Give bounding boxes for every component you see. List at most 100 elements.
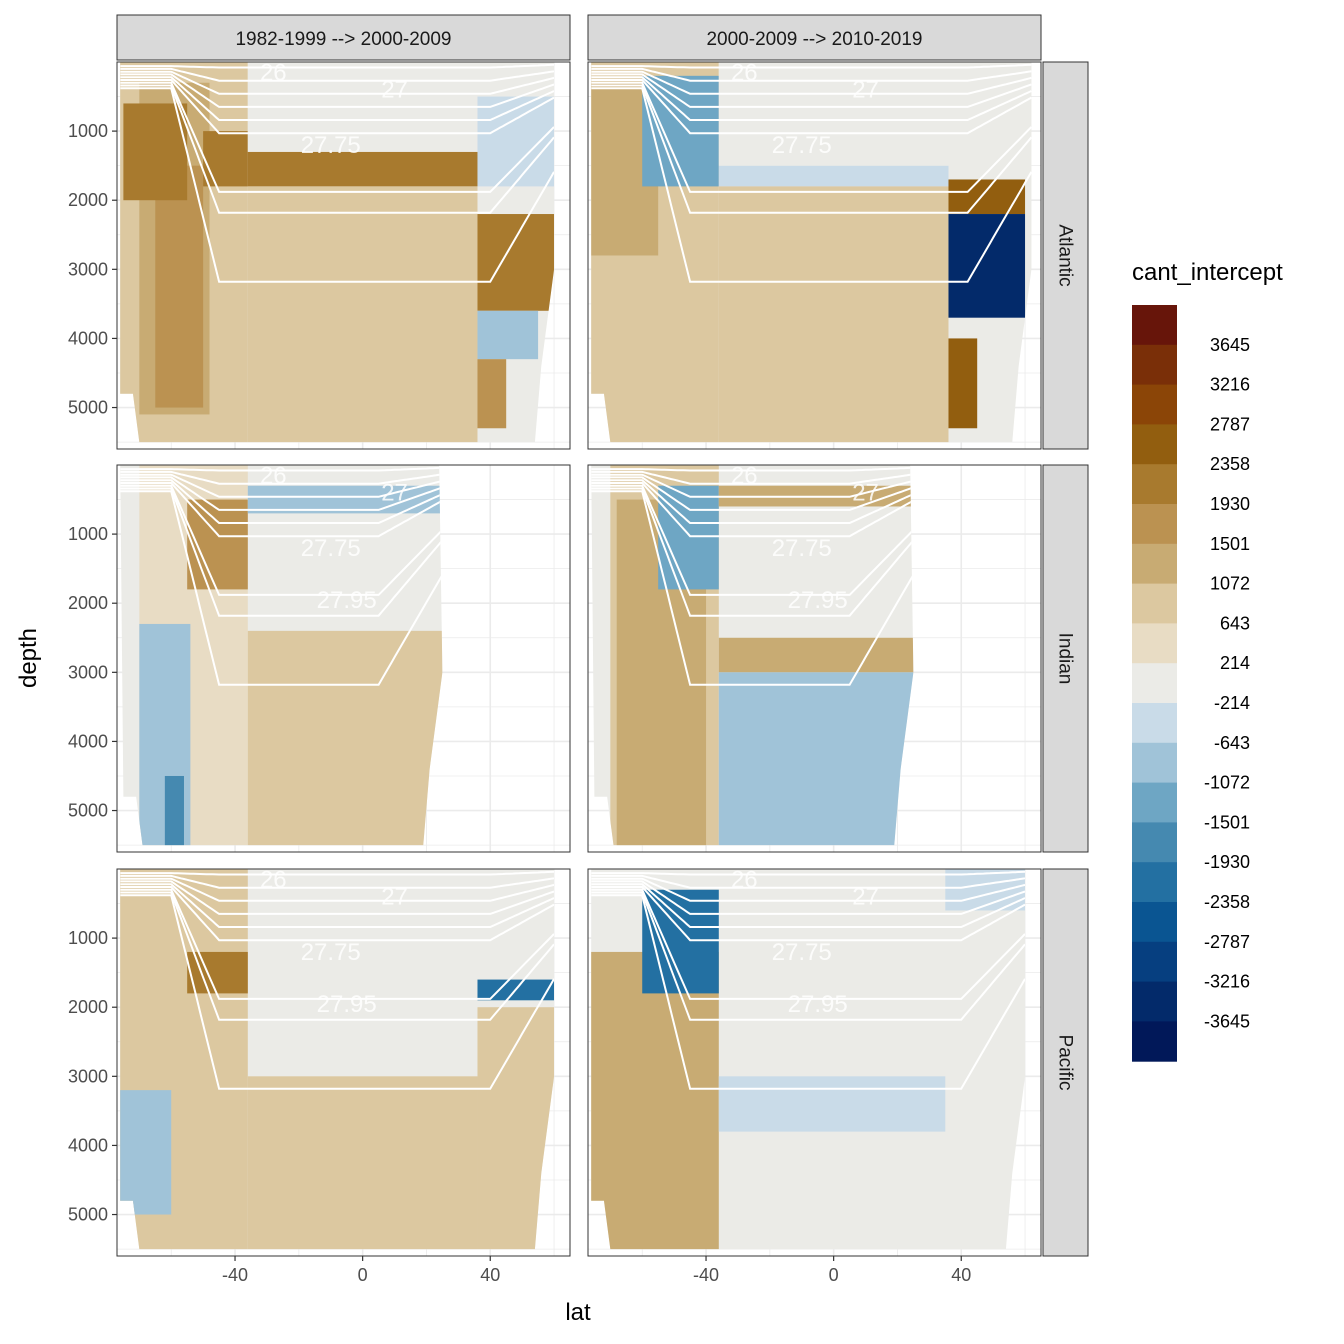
section-fill: [120, 869, 555, 1250]
isopycnal-line: [591, 891, 1026, 1021]
row-strip-label: Atlantic: [1055, 224, 1076, 286]
contour-label: 26: [731, 462, 758, 489]
legend-label: 1072: [1210, 574, 1250, 594]
legend-label: -3645: [1204, 1011, 1250, 1031]
isopycnal-line: [120, 79, 555, 135]
y-tick-label: 5000: [68, 398, 108, 418]
contour-label: 26: [260, 59, 287, 86]
legend-swatch: [1132, 344, 1177, 386]
contour-label: 27.95: [788, 587, 848, 614]
x-tick-label: -40: [222, 1265, 248, 1285]
legend-swatch: [1132, 862, 1177, 903]
section-region: [477, 214, 555, 311]
isopycnal-line: [120, 473, 443, 498]
y-tick-label: 3000: [68, 662, 108, 682]
contour-label: 26: [731, 866, 758, 893]
legend-swatch: [1132, 822, 1177, 863]
isopycnal-contours: [120, 466, 443, 686]
contour-label: 26: [260, 462, 287, 489]
contour-label: 27.75: [772, 535, 832, 562]
isopycnal-line: [591, 473, 914, 498]
isopycnal-line: [591, 87, 1032, 283]
contour-label: 27: [852, 480, 879, 507]
legend-swatch: [1132, 941, 1177, 983]
section-region: [948, 214, 1026, 318]
isopycnal-line: [591, 63, 1032, 69]
isopycnal-line: [591, 877, 1026, 902]
section-region: [247, 630, 443, 846]
column-strip: [116, 14, 571, 61]
legend-label: 3645: [1210, 335, 1250, 355]
legend-title: cant_intercept: [1132, 259, 1283, 286]
isopycnal-line: [591, 888, 1026, 1000]
contour-label: 27.75: [772, 132, 832, 159]
y-tick-label: 2000: [68, 593, 108, 613]
legend-swatch: [1132, 464, 1177, 505]
section-region: [948, 338, 978, 429]
isopycnal-line: [591, 70, 1032, 95]
facet-panel: 26 27 27.75 27.95: [116, 462, 571, 853]
panel-border: [587, 61, 1042, 450]
legend-label: -3216: [1204, 972, 1250, 992]
legend-swatch: [1132, 782, 1177, 823]
isopycnal-line: [120, 490, 443, 686]
panels-layer: 26 27 27.75 26 27 27.75 26 27 27.75 27.95 26 27 27.7…: [116, 59, 1042, 1257]
isopycnal-line: [120, 81, 555, 193]
row-strip: [1042, 464, 1089, 853]
isopycnal-line: [120, 466, 443, 472]
axes-layer: 1000200030004000500010002000300040005000…: [68, 121, 971, 1285]
section-regions: [591, 869, 1026, 1250]
isopycnal-line: [120, 482, 443, 538]
row-strip: [1042, 61, 1089, 450]
legend-swatch: [1132, 305, 1177, 346]
section-region: [718, 637, 914, 673]
isopycnal-line: [120, 880, 555, 915]
facet-panel: 26 27 27.75 27.95: [587, 462, 1042, 853]
legend-swatch: [1132, 742, 1177, 784]
y-tick-label: 4000: [68, 731, 108, 751]
section-regions: [120, 869, 555, 1250]
section-region: [477, 96, 555, 187]
legend-label: 2358: [1210, 454, 1250, 474]
isopycnal-line: [120, 84, 555, 214]
legend-label: 1930: [1210, 494, 1250, 514]
isopycnal-line: [591, 880, 1026, 915]
legend-swatch: [1132, 384, 1177, 425]
y-tick-label: 2000: [68, 997, 108, 1017]
isopycnal-line: [120, 63, 555, 69]
isopycnal-line: [120, 73, 555, 108]
isopycnal-line: [591, 479, 914, 524]
isopycnal-line: [591, 76, 1032, 121]
contour-label: 27.75: [301, 939, 361, 966]
section-region: [718, 1076, 946, 1132]
y-tick-label: 4000: [68, 328, 108, 348]
contour-label: 27.95: [317, 991, 377, 1018]
legend-label: -1930: [1204, 852, 1250, 872]
isopycnal-line: [591, 67, 1032, 82]
isopycnal-line: [120, 883, 555, 928]
legend: cant_intercept 3645 3216 2787 2358 1930 1501 1…: [1132, 259, 1283, 1062]
section-region: [203, 131, 248, 187]
section-region: [718, 165, 949, 187]
legend-label: -2787: [1204, 932, 1250, 952]
legend-swatch: [1132, 623, 1177, 664]
section-regions: [139, 465, 443, 846]
row-strip-label: Indian: [1055, 633, 1076, 685]
isopycnal-line: [591, 466, 914, 472]
section-region: [591, 951, 719, 1250]
legend-swatch: [1132, 703, 1177, 744]
x-tick-label: 0: [358, 1265, 368, 1285]
isopycnal-contours: [591, 870, 1026, 1090]
column-strip-label: 2000-2009 --> 2010-2019: [706, 29, 922, 50]
y-tick-label: 1000: [68, 928, 108, 948]
panel-border: [587, 868, 1042, 1257]
section-region: [948, 179, 1026, 215]
section-region: [718, 62, 949, 166]
isopycnal-contours: [120, 63, 555, 283]
section-region: [477, 359, 507, 429]
isopycnal-line: [120, 67, 555, 82]
isopycnal-line: [120, 891, 555, 1021]
legend-label: -214: [1214, 693, 1250, 713]
legend-label: 1501: [1210, 534, 1250, 554]
row-strip: [1042, 868, 1089, 1257]
